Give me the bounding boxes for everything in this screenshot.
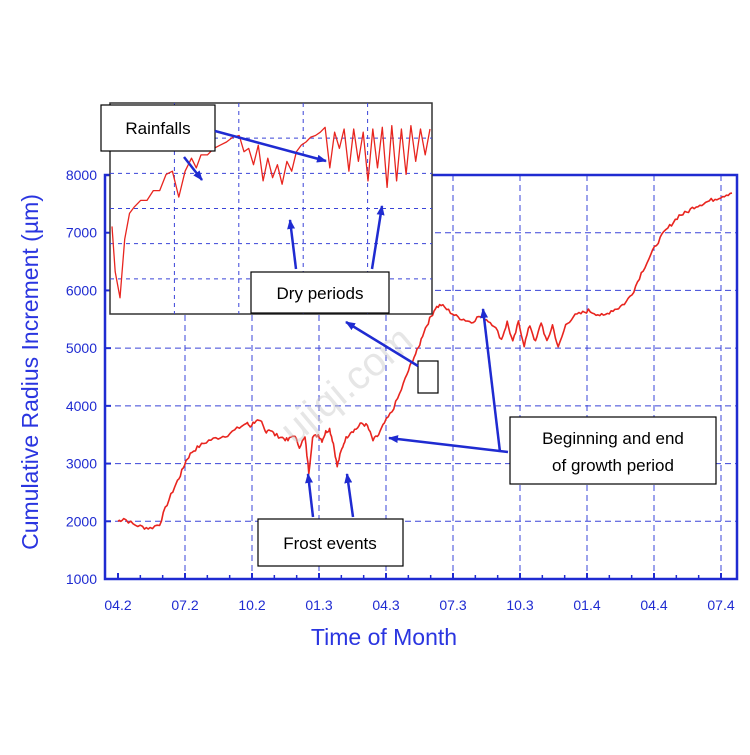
y-tick-label: 6000 [66, 282, 97, 298]
x-axis-title: Time of Month [311, 624, 457, 650]
annotation-growth-text-1: Beginning and end [542, 429, 684, 448]
inset-series-line [111, 125, 431, 299]
annotation-frost-text: Frost events [283, 534, 377, 553]
arrow-dry-1 [287, 219, 298, 270]
y-axis-title: Cumulative Radius Increment (µm) [17, 194, 43, 550]
x-tick-label: 07.3 [439, 597, 466, 613]
inset-series [111, 125, 431, 299]
y-tick-label: 4000 [66, 398, 97, 414]
x-tick-label: 04.3 [372, 597, 399, 613]
arrow-frost-1 [305, 473, 315, 518]
y-tick-label: 2000 [66, 513, 97, 529]
arrow-dry-2 [370, 205, 385, 270]
y-tick-label: 3000 [66, 456, 97, 472]
annotation-growth: Beginning and end of growth period [509, 416, 717, 485]
x-tick-label: 10.3 [506, 597, 533, 613]
annotation-rainfalls: Rainfalls [100, 104, 216, 152]
x-tick-label: 04.4 [640, 597, 667, 613]
main-series-line [117, 192, 733, 530]
x-tick-label: 01.4 [573, 597, 600, 613]
arrow-rainfall-2 [183, 156, 203, 181]
arrow-growth-begin [388, 435, 509, 454]
zoom-region-marker [417, 360, 439, 394]
x-tick-label: 10.2 [238, 597, 265, 613]
x-tick-label: 07.2 [171, 597, 198, 613]
annotation-growth-text-2: of growth period [552, 456, 674, 475]
arrow-frost-2 [344, 473, 355, 518]
annotation-dry-text: Dry periods [277, 284, 364, 303]
x-tick-label: 01.3 [305, 597, 332, 613]
y-tick-label: 5000 [66, 340, 97, 356]
y-tick-label: 7000 [66, 225, 97, 241]
y-tick-label: 8000 [66, 167, 97, 183]
annotation-arrows [183, 129, 509, 518]
annotation-dry: Dry periods [250, 271, 390, 314]
annotation-rainfalls-text: Rainfalls [125, 119, 190, 138]
x-tick-label: 07.4 [707, 597, 734, 613]
arrow-rainfall-1 [214, 129, 327, 163]
tick-layer: 1000 2000 3000 4000 5000 6000 7000 8000 04.2 07.2… [66, 167, 735, 613]
y-tick-label: 1000 [66, 571, 97, 587]
x-tick-label: 04.2 [104, 597, 131, 613]
arrow-zoom [345, 320, 419, 368]
annotation-frost: Frost events [257, 518, 404, 567]
arrow-growth-end [480, 308, 502, 453]
series-layer [117, 192, 733, 530]
